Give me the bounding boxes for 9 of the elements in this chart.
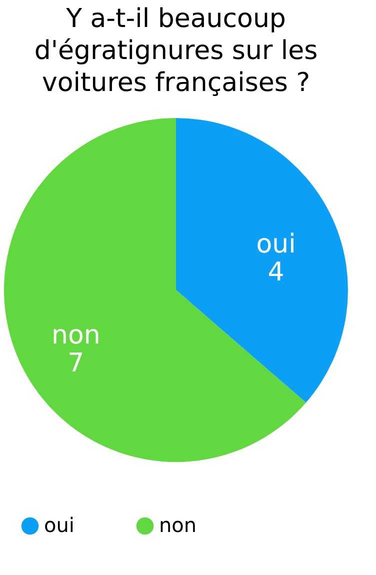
legend-label: oui — [44, 513, 74, 537]
pie-slice — [176, 118, 348, 403]
slice-label: non — [52, 320, 100, 351]
chart-title: Y a-t-il beaucoup d'égratignures sur les voitures françaises ? — [34, 4, 318, 98]
slice-label: oui — [256, 229, 296, 260]
pie-slice — [4, 118, 306, 462]
data-label: 7 — [68, 348, 84, 379]
data-label: 4 — [268, 257, 284, 288]
legend-label: non — [159, 513, 197, 537]
